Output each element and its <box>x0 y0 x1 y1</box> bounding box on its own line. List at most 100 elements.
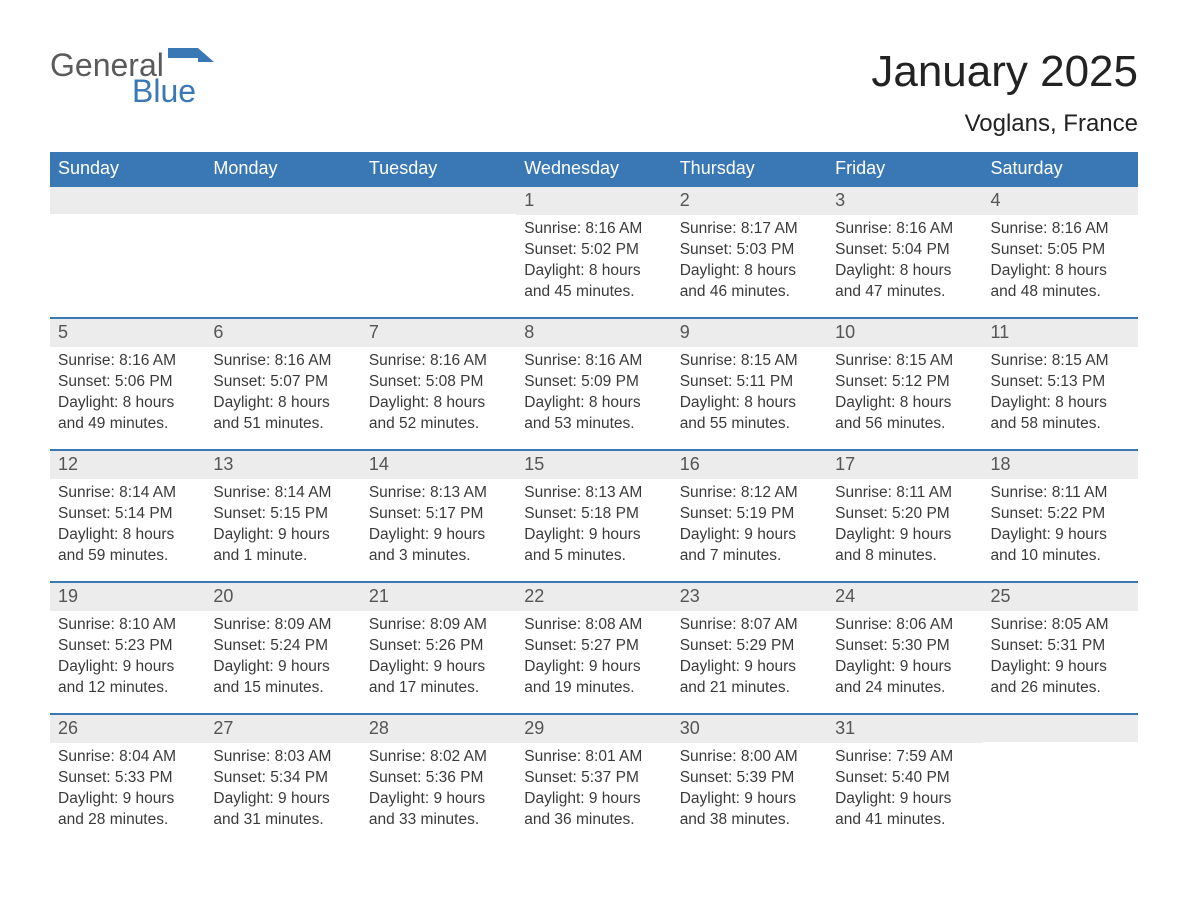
sunrise-line: Sunrise: 8:10 AM <box>58 615 197 636</box>
sunset-line: Sunset: 5:12 PM <box>835 372 974 393</box>
sunrise-line: Sunrise: 8:08 AM <box>524 615 663 636</box>
calendar-body: 1Sunrise: 8:16 AMSunset: 5:02 PMDaylight… <box>50 186 1138 846</box>
sunset-line: Sunset: 5:33 PM <box>58 768 197 789</box>
day-cell: 29Sunrise: 8:01 AMSunset: 5:37 PMDayligh… <box>516 714 671 846</box>
day-number: 28 <box>361 715 516 742</box>
sunset-line: Sunset: 5:02 PM <box>524 240 663 261</box>
sunset-line: Sunset: 5:06 PM <box>58 372 197 393</box>
day-number: 30 <box>672 715 827 742</box>
day-number: 31 <box>827 715 982 742</box>
sunset-line: Sunset: 5:19 PM <box>680 504 819 525</box>
day-number: 4 <box>983 187 1138 214</box>
day-number: 22 <box>516 583 671 610</box>
sunset-line: Sunset: 5:09 PM <box>524 372 663 393</box>
day-cell: 11Sunrise: 8:15 AMSunset: 5:13 PMDayligh… <box>983 318 1138 450</box>
daylight-line: Daylight: 8 hours and 46 minutes. <box>680 261 819 303</box>
sunset-line: Sunset: 5:31 PM <box>991 636 1130 657</box>
sunset-line: Sunset: 5:39 PM <box>680 768 819 789</box>
daylight-line: Daylight: 9 hours and 36 minutes. <box>524 789 663 831</box>
daylight-line: Daylight: 8 hours and 48 minutes. <box>991 261 1130 303</box>
daylight-line: Daylight: 9 hours and 31 minutes. <box>213 789 352 831</box>
day-number: 21 <box>361 583 516 610</box>
sunrise-line: Sunrise: 8:13 AM <box>369 483 508 504</box>
day-cell: 19Sunrise: 8:10 AMSunset: 5:23 PMDayligh… <box>50 582 205 714</box>
sunset-line: Sunset: 5:11 PM <box>680 372 819 393</box>
day-number: 15 <box>516 451 671 478</box>
day-cell: 6 Sunrise: 8:16 AMSunset: 5:07 PMDaylight… <box>205 318 360 450</box>
sunset-line: Sunset: 5:30 PM <box>835 636 974 657</box>
day-number: 10 <box>827 319 982 346</box>
daylight-line: Daylight: 8 hours and 45 minutes. <box>524 261 663 303</box>
sunrise-line: Sunrise: 8:12 AM <box>680 483 819 504</box>
brand-logo: General Blue <box>50 48 214 107</box>
day-body: Sunrise: 8:02 AMSunset: 5:36 PMDaylight:… <box>361 743 516 837</box>
sunrise-line: Sunrise: 8:11 AM <box>835 483 974 504</box>
sunset-line: Sunset: 5:07 PM <box>213 372 352 393</box>
sunrise-line: Sunrise: 8:06 AM <box>835 615 974 636</box>
day-body: Sunrise: 8:01 AMSunset: 5:37 PMDaylight:… <box>516 743 671 837</box>
daylight-line: Daylight: 8 hours and 59 minutes. <box>58 525 197 567</box>
daylight-line: Daylight: 9 hours and 38 minutes. <box>680 789 819 831</box>
day-body: Sunrise: 8:16 AMSunset: 5:09 PMDaylight:… <box>516 347 671 441</box>
day-number: 26 <box>50 715 205 742</box>
day-number: 12 <box>50 451 205 478</box>
empty-day-header <box>361 187 516 214</box>
sunset-line: Sunset: 5:13 PM <box>991 372 1130 393</box>
day-body: Sunrise: 8:14 AMSunset: 5:14 PMDaylight:… <box>50 479 205 573</box>
daylight-line: Daylight: 8 hours and 47 minutes. <box>835 261 974 303</box>
sunrise-line: Sunrise: 8:16 AM <box>213 351 352 372</box>
day-body: Sunrise: 7:59 AMSunset: 5:40 PMDaylight:… <box>827 743 982 837</box>
daylight-line: Daylight: 9 hours and 26 minutes. <box>991 657 1130 699</box>
empty-day-header <box>983 715 1138 742</box>
day-cell: 10Sunrise: 8:15 AMSunset: 5:12 PMDayligh… <box>827 318 982 450</box>
sunrise-line: Sunrise: 8:16 AM <box>991 219 1130 240</box>
day-number: 6 <box>205 319 360 346</box>
sunrise-line: Sunrise: 8:13 AM <box>524 483 663 504</box>
sunrise-line: Sunrise: 8:14 AM <box>213 483 352 504</box>
sunset-line: Sunset: 5:08 PM <box>369 372 508 393</box>
day-cell: 9Sunrise: 8:15 AMSunset: 5:11 PMDaylight… <box>672 318 827 450</box>
day-number: 24 <box>827 583 982 610</box>
daylight-line: Daylight: 8 hours and 53 minutes. <box>524 393 663 435</box>
day-cell <box>50 186 205 318</box>
day-body: Sunrise: 8:03 AMSunset: 5:34 PMDaylight:… <box>205 743 360 837</box>
day-cell <box>361 186 516 318</box>
sunrise-line: Sunrise: 8:15 AM <box>991 351 1130 372</box>
day-cell: 21Sunrise: 8:09 AMSunset: 5:26 PMDayligh… <box>361 582 516 714</box>
day-cell: 1Sunrise: 8:16 AMSunset: 5:02 PMDaylight… <box>516 186 671 318</box>
daylight-line: Daylight: 9 hours and 21 minutes. <box>680 657 819 699</box>
day-body: Sunrise: 8:16 AMSunset: 5:05 PMDaylight:… <box>983 215 1138 309</box>
sunset-line: Sunset: 5:22 PM <box>991 504 1130 525</box>
day-body: Sunrise: 8:04 AMSunset: 5:33 PMDaylight:… <box>50 743 205 837</box>
day-cell: 31Sunrise: 7:59 AMSunset: 5:40 PMDayligh… <box>827 714 982 846</box>
daylight-line: Daylight: 9 hours and 7 minutes. <box>680 525 819 567</box>
week-row: 1Sunrise: 8:16 AMSunset: 5:02 PMDaylight… <box>50 186 1138 318</box>
daylight-line: Daylight: 9 hours and 19 minutes. <box>524 657 663 699</box>
day-cell <box>205 186 360 318</box>
weekday-header: Monday <box>205 152 360 186</box>
day-number: 18 <box>983 451 1138 478</box>
sunrise-line: Sunrise: 8:15 AM <box>680 351 819 372</box>
daylight-line: Daylight: 9 hours and 10 minutes. <box>991 525 1130 567</box>
empty-day-header <box>50 187 205 214</box>
day-number: 7 <box>361 319 516 346</box>
day-number: 14 <box>361 451 516 478</box>
page: General Blue January 2025 Voglans, Franc… <box>0 0 1188 886</box>
sunrise-line: Sunrise: 8:05 AM <box>991 615 1130 636</box>
day-number: 20 <box>205 583 360 610</box>
day-number: 25 <box>983 583 1138 610</box>
daylight-line: Daylight: 9 hours and 15 minutes. <box>213 657 352 699</box>
sunrise-line: Sunrise: 8:07 AM <box>680 615 819 636</box>
sunrise-line: Sunrise: 8:03 AM <box>213 747 352 768</box>
daylight-line: Daylight: 8 hours and 51 minutes. <box>213 393 352 435</box>
day-body: Sunrise: 8:17 AMSunset: 5:03 PMDaylight:… <box>672 215 827 309</box>
weekday-header: Sunday <box>50 152 205 186</box>
sunset-line: Sunset: 5:37 PM <box>524 768 663 789</box>
day-number: 9 <box>672 319 827 346</box>
day-body: Sunrise: 8:15 AMSunset: 5:13 PMDaylight:… <box>983 347 1138 441</box>
daylight-line: Daylight: 8 hours and 56 minutes. <box>835 393 974 435</box>
day-body: Sunrise: 8:08 AMSunset: 5:27 PMDaylight:… <box>516 611 671 705</box>
page-title: January 2025 <box>871 48 1138 96</box>
calendar-head: SundayMondayTuesdayWednesdayThursdayFrid… <box>50 152 1138 186</box>
day-cell: 14Sunrise: 8:13 AMSunset: 5:17 PMDayligh… <box>361 450 516 582</box>
